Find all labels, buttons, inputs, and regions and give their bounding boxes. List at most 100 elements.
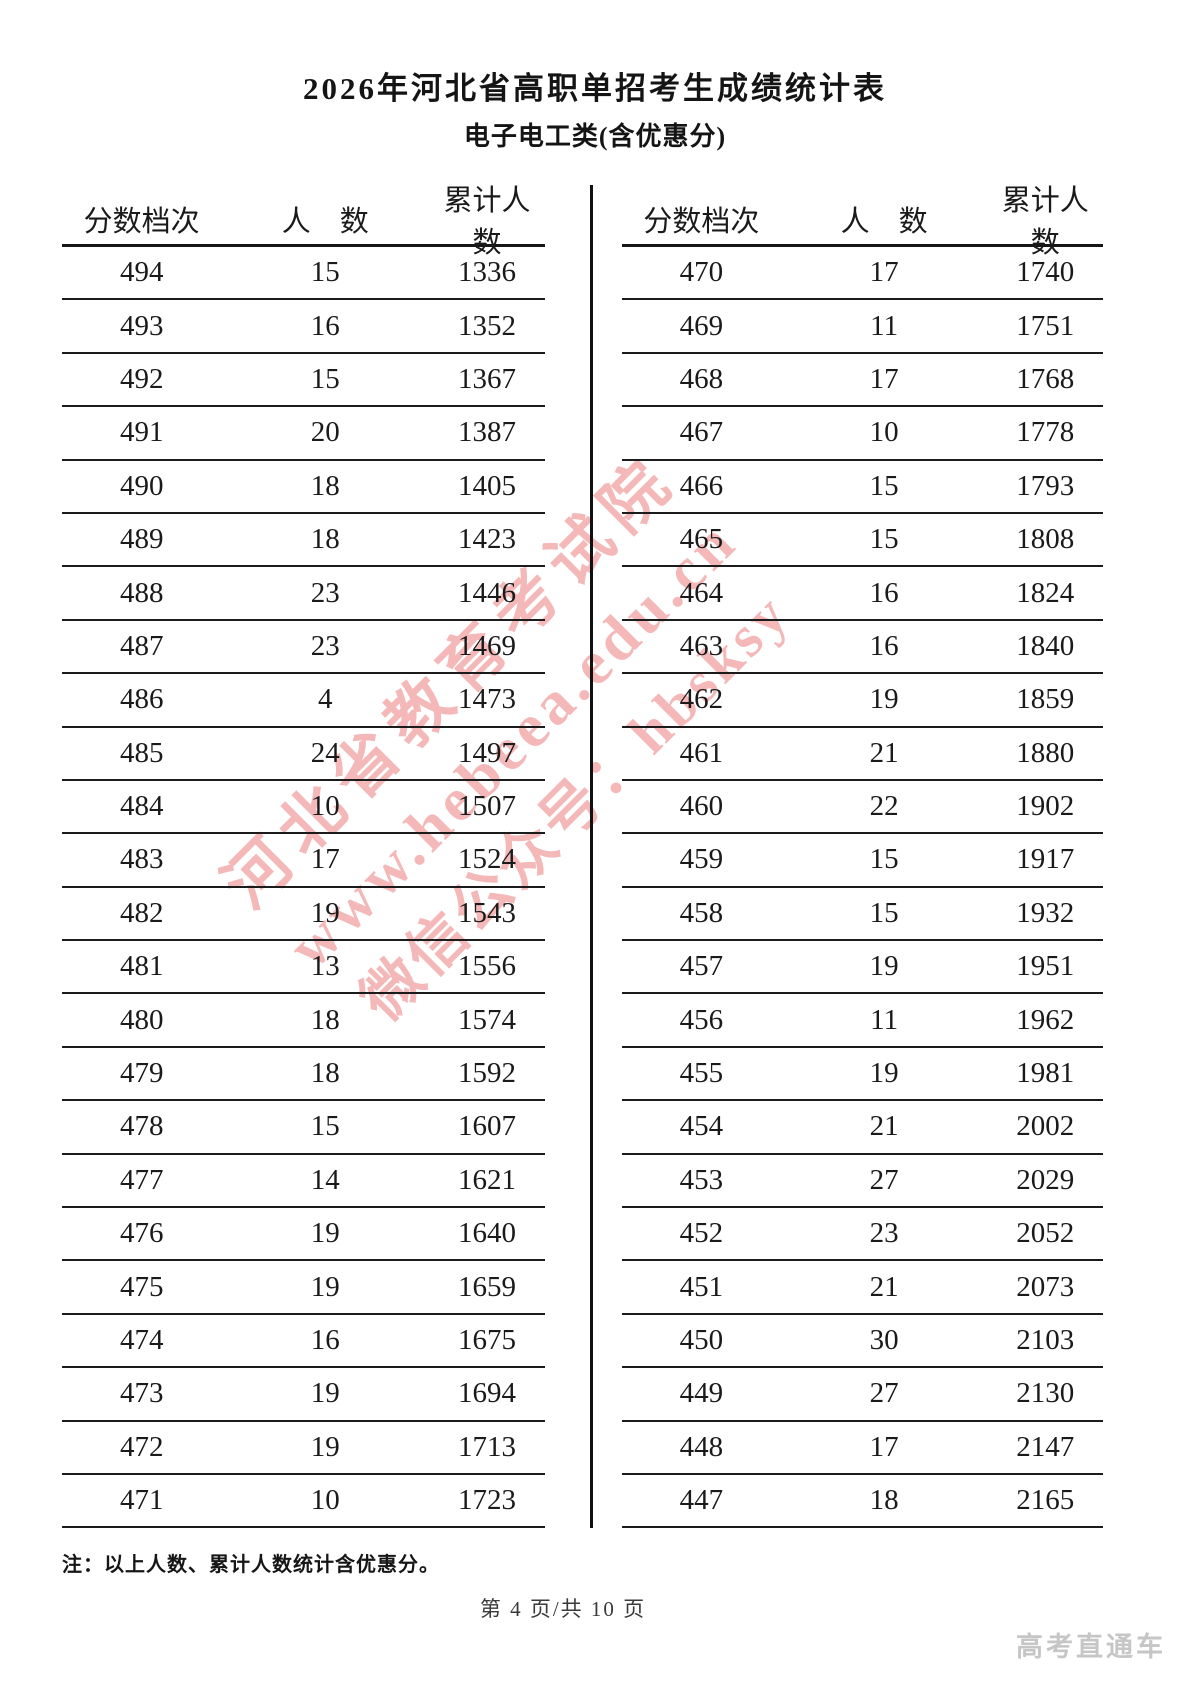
table-row: 484 10 1507 [62, 781, 545, 835]
count-cell: 16 [310, 309, 340, 342]
score-level-cell: 473 [119, 1377, 164, 1410]
score-level-cell: 476 [119, 1217, 164, 1250]
count-cell: 27 [869, 1377, 899, 1410]
footnote: 注：以上人数、累计人数统计含优惠分。 [62, 1552, 440, 1576]
table-row: 468 17 1768 [622, 354, 1103, 408]
count-cell: 19 [310, 1377, 340, 1410]
table-row: 449 27 2130 [622, 1368, 1103, 1422]
cumulative-count-cell: 1880 [1016, 736, 1075, 769]
cumulative-count-cell: 2073 [1016, 1270, 1075, 1303]
count-cell: 19 [310, 1217, 340, 1250]
score-level-cell: 481 [119, 950, 164, 983]
score-level-cell: 452 [679, 1217, 724, 1250]
cumulative-count-cell: 2002 [1016, 1110, 1075, 1143]
count-cell: 19 [869, 1057, 899, 1090]
cumulative-count-cell: 1556 [458, 950, 517, 983]
cumulative-count-cell: 1640 [458, 1217, 517, 1250]
score-level-cell: 451 [679, 1270, 724, 1303]
cumulative-count-cell: 1621 [458, 1163, 517, 1196]
cumulative-count-cell: 1405 [458, 469, 517, 502]
count-cell: 24 [310, 736, 340, 769]
score-level-cell: 462 [679, 683, 724, 716]
count-cell: 15 [310, 1110, 340, 1143]
cumulative-count-cell: 1507 [458, 790, 517, 823]
count-cell: 16 [869, 576, 899, 609]
score-level-cell: 477 [119, 1163, 164, 1196]
col-header-count: 人 数 [840, 205, 928, 238]
count-cell: 19 [310, 1430, 340, 1463]
table-row: 471 10 1723 [62, 1475, 545, 1529]
count-cell: 16 [310, 1324, 340, 1356]
score-level-cell: 480 [119, 1003, 164, 1036]
table-row: 480 18 1574 [62, 994, 545, 1048]
table-row: 456 11 1962 [622, 994, 1103, 1048]
table-row: 451 21 2073 [622, 1261, 1103, 1315]
score-level-cell: 470 [679, 256, 724, 289]
table-row: 447 18 2165 [622, 1475, 1103, 1529]
col-header-cumulative: 累计人数 [1001, 184, 1089, 259]
cumulative-count-cell: 1574 [458, 1003, 517, 1036]
score-level-cell: 461 [679, 736, 724, 769]
table-row: 460 22 1902 [622, 781, 1103, 835]
cumulative-count-cell: 2029 [1016, 1163, 1075, 1196]
score-level-cell: 475 [119, 1270, 164, 1303]
score-table-left: 分数档次 人 数 累计人数 494 15 1336 493 16 1352 492 15 136… [62, 185, 545, 1529]
cumulative-count-cell: 1778 [1016, 416, 1075, 449]
count-cell: 22 [869, 790, 899, 823]
cumulative-count-cell: 2103 [1016, 1324, 1075, 1356]
col-header-score-level: 分数档次 [83, 205, 200, 238]
table-row: 457 19 1951 [622, 941, 1103, 995]
table-row: 453 27 2029 [622, 1155, 1103, 1209]
page-number: 第 4 页/共 10 页 [479, 1597, 647, 1621]
table-row: 492 15 1367 [62, 354, 545, 408]
cumulative-count-cell: 1751 [1016, 309, 1075, 342]
score-level-cell: 447 [679, 1484, 724, 1517]
col-header-cumulative: 累计人数 [443, 184, 531, 259]
score-level-cell: 472 [119, 1430, 164, 1463]
table-row: 470 17 1740 [622, 247, 1103, 301]
table-row: 459 15 1917 [622, 834, 1103, 888]
page-subtitle: 电子电工类(含优惠分) [463, 122, 727, 151]
count-cell: 10 [310, 790, 340, 823]
cumulative-count-cell: 1469 [458, 629, 517, 662]
table-row: 466 15 1793 [622, 461, 1103, 514]
cumulative-count-cell: 1981 [1016, 1057, 1075, 1090]
table-row: 475 19 1659 [62, 1261, 545, 1315]
cumulative-count-cell: 2130 [1016, 1377, 1075, 1410]
score-level-cell: 485 [119, 736, 164, 769]
col-header-score-level: 分数档次 [643, 205, 760, 238]
count-cell: 18 [310, 523, 340, 556]
cumulative-count-cell: 1793 [1016, 469, 1075, 502]
cumulative-count-cell: 1592 [458, 1057, 517, 1090]
count-cell: 30 [869, 1324, 899, 1356]
cumulative-count-cell: 2147 [1016, 1430, 1075, 1463]
table-row: 454 21 2002 [622, 1101, 1103, 1155]
score-level-cell: 479 [119, 1057, 164, 1090]
score-level-cell: 453 [679, 1163, 724, 1196]
cumulative-count-cell: 1367 [458, 362, 517, 395]
cumulative-count-cell: 1951 [1016, 950, 1075, 983]
table-row: 469 11 1751 [622, 300, 1103, 354]
table-row: 455 19 1981 [622, 1048, 1103, 1102]
table-row: 477 14 1621 [62, 1155, 545, 1209]
count-cell: 14 [310, 1163, 340, 1196]
count-cell: 27 [869, 1163, 899, 1196]
table-row: 462 19 1859 [622, 674, 1103, 728]
table-row: 494 15 1336 [62, 247, 545, 301]
table-row: 488 23 1446 [62, 567, 545, 621]
count-cell: 19 [869, 950, 899, 983]
cumulative-count-cell: 1675 [458, 1324, 517, 1356]
table-row: 481 13 1556 [62, 941, 545, 995]
count-cell: 15 [310, 256, 340, 289]
table-row: 482 19 1543 [62, 888, 545, 942]
table-header-row: 分数档次 人 数 累计人数 [622, 185, 1103, 259]
score-level-cell: 487 [119, 629, 164, 662]
brand-watermark: 高考直通车 [1016, 1632, 1166, 1663]
score-level-cell: 492 [119, 362, 164, 395]
cumulative-count-cell: 1694 [458, 1377, 517, 1410]
score-level-cell: 457 [679, 950, 724, 983]
count-cell: 15 [869, 469, 899, 502]
score-level-cell: 488 [119, 576, 164, 609]
score-table-right: 分数档次 人 数 累计人数 470 17 1740 469 11 1751 468 17 176… [622, 185, 1103, 1529]
count-cell: 23 [869, 1217, 899, 1250]
